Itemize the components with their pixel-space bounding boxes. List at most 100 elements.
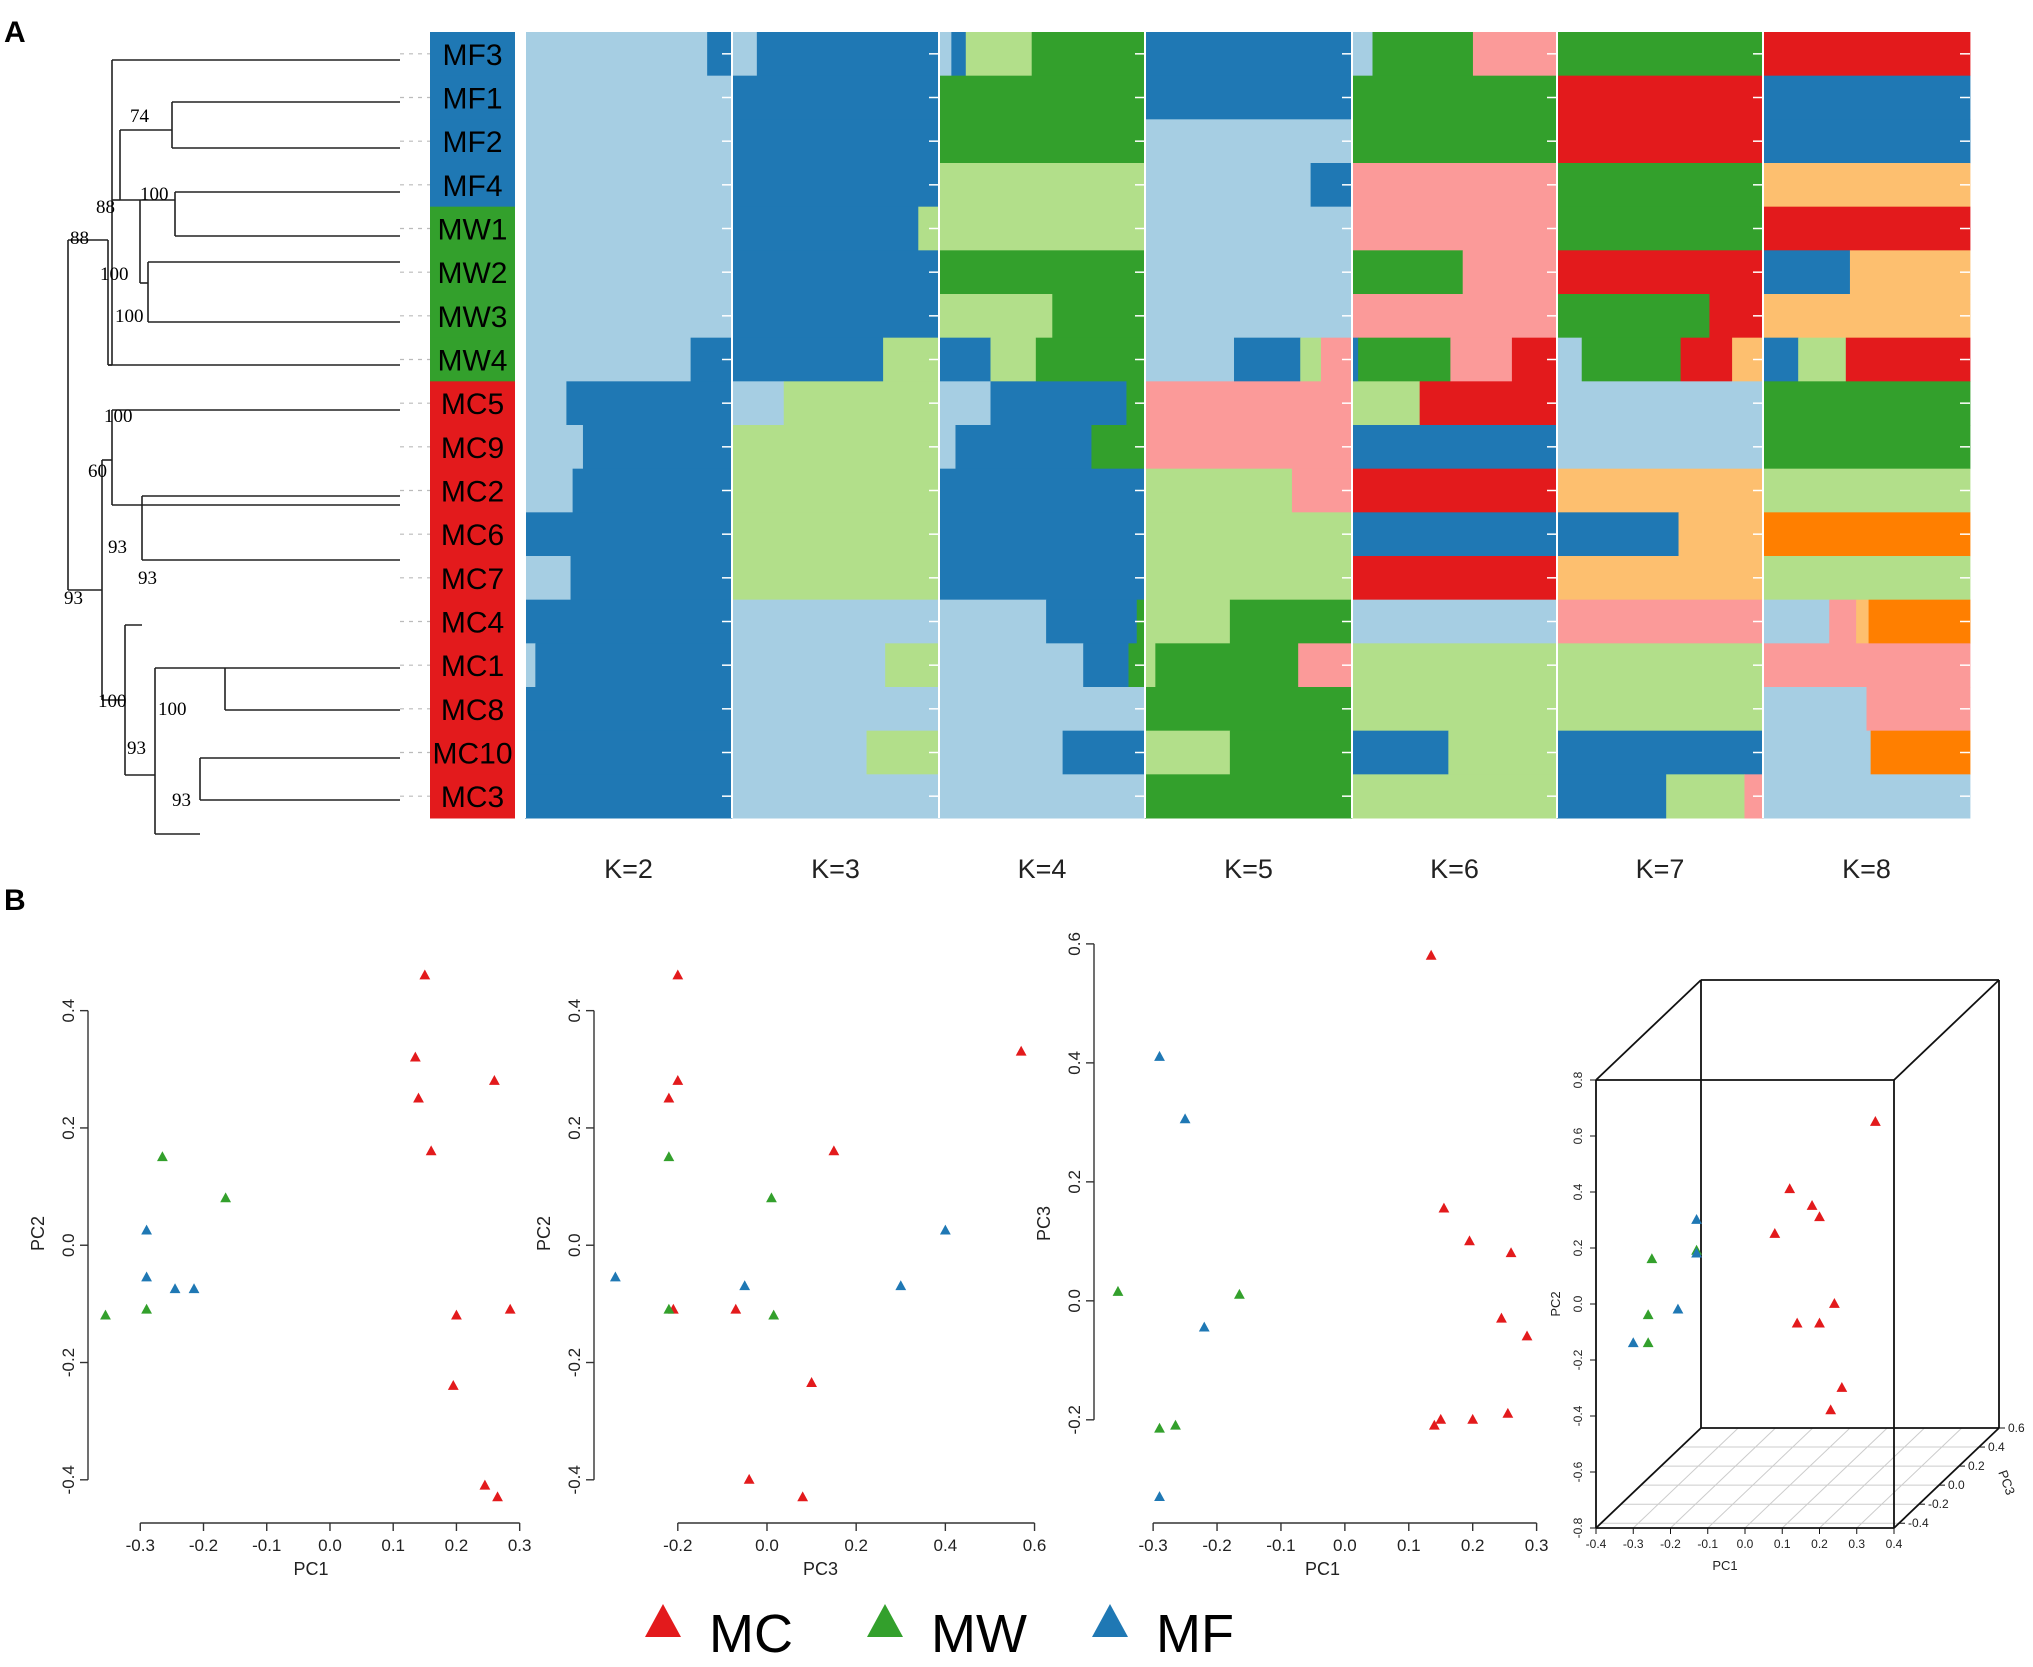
ancestry-segment [1352, 250, 1464, 295]
point-mc [451, 1309, 462, 1320]
ancestry-segment [951, 32, 967, 77]
point-mc [1829, 1298, 1840, 1308]
x-tick-label: 0.2 [445, 1536, 469, 1555]
x-axis-label: PC3 [803, 1559, 838, 1579]
sample-label-bg [430, 687, 515, 732]
point-mc [504, 1303, 516, 1314]
ancestry-segment [1763, 512, 1971, 557]
x-axis-label: PC1 [1305, 1559, 1340, 1579]
ancestry-segment [570, 556, 733, 601]
k-label-6: K=6 [1430, 854, 1479, 884]
ancestry-segment [1557, 643, 1764, 688]
ancestry-segment [1557, 75, 1764, 120]
sample-label-bg [430, 294, 515, 339]
y-tick-label: -0.2 [1571, 1349, 1585, 1370]
bootstrap-value: 100 [98, 691, 127, 712]
ancestry-segment [732, 75, 940, 120]
point-mc [1505, 1247, 1517, 1258]
floor-grid-line [1707, 1427, 1814, 1529]
ancestry-segment [918, 206, 940, 251]
point-mw [663, 1303, 675, 1314]
ancestry-segment [1229, 599, 1353, 644]
ancestry-segment [1557, 599, 1764, 644]
ancestry-segment [1352, 294, 1558, 339]
y-axis-label: PC3 [1034, 1206, 1054, 1241]
ancestry-segment [1557, 687, 1764, 732]
ancestry-segment [1763, 774, 1971, 819]
ancestry-segment [1145, 294, 1353, 339]
sample-label-mc7: MC7 [441, 563, 504, 596]
k-label-7: K=7 [1636, 854, 1685, 884]
z-tick-label: 0.6 [2008, 1421, 2025, 1435]
ancestry-segment [1666, 774, 1745, 819]
sample-label-bg [430, 643, 515, 688]
ancestry-segment [525, 163, 733, 208]
ancestry-segment [939, 381, 991, 426]
x-tick-label: -0.1 [1697, 1537, 1718, 1551]
ancestry-segment [1352, 119, 1558, 164]
ancestry-segment [1798, 337, 1847, 382]
ancestry-segment [1145, 75, 1353, 120]
ancestry-segment [1557, 381, 1764, 426]
ancestry-segment [1448, 730, 1558, 775]
ancestry-segment [1763, 556, 1971, 601]
sample-label-mc4: MC4 [441, 607, 504, 640]
ancestry-segment [1557, 730, 1764, 775]
ancestry-segment [1557, 425, 1764, 470]
ancestry-segment [525, 599, 733, 644]
x-tick-label: 0.0 [755, 1536, 779, 1555]
z-tick-label: 0.2 [1968, 1459, 1985, 1473]
ancestry-segment [732, 730, 867, 775]
y-tick-label: -0.4 [1571, 1405, 1585, 1426]
ancestry-segment [525, 643, 536, 688]
ancestry-segment [525, 294, 733, 339]
ancestry-segment [1145, 163, 1311, 208]
ancestry-segment [1083, 643, 1129, 688]
point-mf [939, 1224, 951, 1235]
legend: MC MW MF [645, 1604, 1234, 1664]
point-mw [1642, 1309, 1654, 1320]
bootstrap-value: 88 [96, 197, 115, 218]
point-mw [1112, 1285, 1124, 1296]
x-tick-label: -0.3 [1138, 1536, 1167, 1555]
floor-grid-line [1781, 1427, 1888, 1529]
sample-label-mc9: MC9 [441, 432, 504, 465]
ancestry-segment [1763, 163, 1971, 208]
ancestry-segment [525, 774, 733, 819]
ancestry-segment [939, 425, 956, 470]
point-mw [766, 1192, 777, 1203]
bootstrap-value: 88 [70, 228, 89, 249]
point-mc [488, 1075, 500, 1085]
k-label-3: K=3 [811, 854, 860, 884]
y-tick-label: 0.2 [565, 1116, 584, 1140]
bootstrap-value: 93 [138, 568, 157, 589]
box-edge [1893, 979, 2000, 1081]
ancestry-segment [525, 250, 733, 295]
ancestry-segment [1352, 774, 1558, 819]
ancestry-segment [1763, 294, 1971, 339]
ancestry-segment [1352, 32, 1373, 77]
z-axis-label: PC3 [1995, 1468, 2018, 1497]
ancestry-segment [582, 425, 733, 470]
ancestry-segment [732, 556, 940, 601]
ancestry-segment [1557, 119, 1764, 164]
point-mc [828, 1145, 840, 1156]
x-tick-label: 0.1 [381, 1536, 405, 1555]
sample-label-mc5: MC5 [441, 388, 504, 421]
ancestry-segment [1145, 774, 1353, 819]
y-tick-label: 0.4 [1571, 1183, 1585, 1200]
y-tick-label: -0.2 [1065, 1405, 1084, 1434]
k-label-5: K=5 [1224, 854, 1273, 884]
sample-label-bg [430, 381, 515, 426]
y-tick-label: 0.2 [1065, 1170, 1084, 1194]
ancestry-segment [732, 774, 940, 819]
ancestry-segment [1145, 687, 1353, 732]
bootstrap-value: 60 [88, 461, 107, 482]
ancestry-segment [525, 730, 733, 775]
ancestry-segment [1870, 730, 1971, 775]
point-mf [141, 1271, 152, 1282]
ancestry-segment [1145, 599, 1231, 644]
ancestry-segment [1763, 75, 1971, 120]
y-axis-label: PC2 [1548, 1291, 1563, 1316]
point-mf [141, 1224, 152, 1235]
